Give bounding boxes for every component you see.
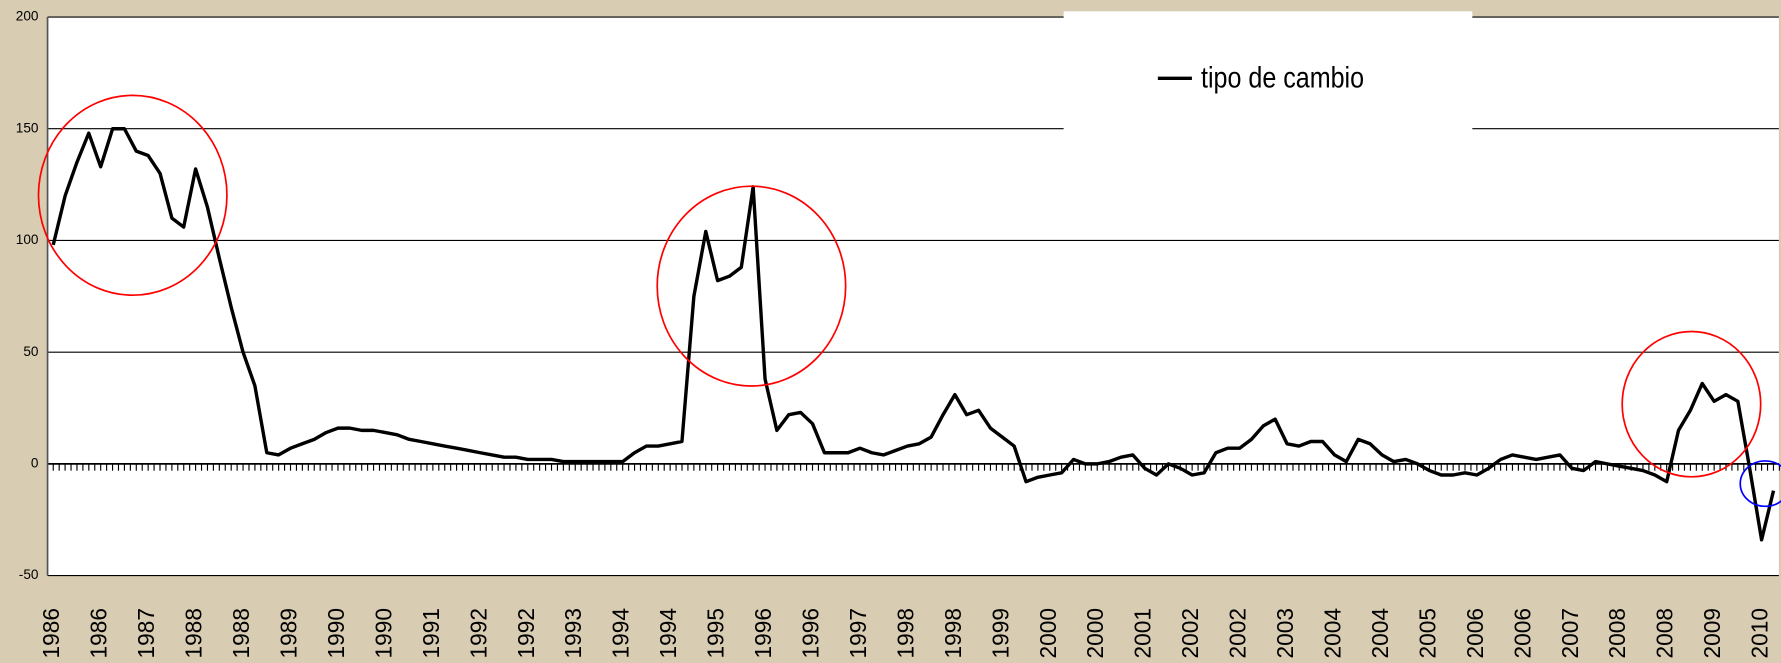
x-tick-label: 2008 [1604, 608, 1630, 658]
annotation-circle [1739, 460, 1781, 508]
x-tick-label: 2002 [1177, 608, 1203, 658]
y-tick-label: 200 [16, 9, 39, 24]
x-tick-label: 1990 [370, 608, 396, 658]
x-tick-label: 2005 [1414, 608, 1440, 658]
x-tick-label: 1986 [38, 608, 64, 658]
x-tick-label: 2004 [1367, 608, 1393, 658]
x-tick-label: 2006 [1509, 608, 1535, 658]
x-tick-label: 1993 [560, 608, 586, 658]
x-tick-label: 1989 [276, 608, 302, 658]
legend: tipo de cambio [1063, 11, 1473, 131]
x-tick-label: 2003 [1272, 608, 1298, 658]
y-tick-label: 50 [23, 344, 39, 359]
x-tick-label: 1991 [418, 608, 444, 658]
x-tick-label: 1995 [703, 608, 729, 658]
x-tick-label: 2004 [1320, 608, 1346, 658]
x-tick-label: 1998 [940, 608, 966, 658]
x-tick-label: 2000 [1082, 608, 1108, 658]
x-tick-label: 2009 [1699, 608, 1725, 658]
annotation-circle [1621, 330, 1762, 478]
x-tick-label: 1990 [323, 608, 349, 658]
y-tick-label: 150 [16, 120, 39, 135]
y-tick-label: 100 [16, 232, 39, 247]
x-tick-label: 2010 [1747, 608, 1773, 658]
x-tick-label: 2002 [1225, 608, 1251, 658]
x-tick-label: 1987 [133, 608, 159, 658]
x-tick-label: 1992 [465, 608, 491, 658]
x-tick-label: 2000 [1035, 608, 1061, 658]
x-tick-label: 2007 [1557, 608, 1583, 658]
x-tick-label: 1996 [798, 608, 824, 658]
x-tick-label: 1992 [513, 608, 539, 658]
x-tick-label: 1996 [750, 608, 776, 658]
y-tick-label: -50 [19, 567, 39, 582]
x-tick-label: 1994 [655, 608, 681, 658]
x-tick-label: 2008 [1652, 608, 1678, 658]
x-tick-label: 1988 [228, 608, 254, 658]
plot-area [47, 17, 1779, 576]
x-tick-label: 1997 [845, 608, 871, 658]
legend-box [1063, 11, 1473, 131]
x-tick-label: 1988 [181, 608, 207, 658]
x-tick-label: 1986 [86, 608, 112, 658]
x-tick-label: 2006 [1462, 608, 1488, 658]
line [51, 127, 1776, 542]
x-tick-label: 2001 [1130, 608, 1156, 658]
x-tick-label: 1998 [892, 608, 918, 658]
annotation-circle [37, 94, 228, 297]
y-tick-label: 0 [31, 455, 39, 470]
x-tick-label: 1999 [987, 608, 1013, 658]
legend-label: tipo de cambio [1201, 60, 1364, 93]
annotation-circle [656, 185, 847, 387]
x-tick-label: 1994 [608, 608, 634, 658]
